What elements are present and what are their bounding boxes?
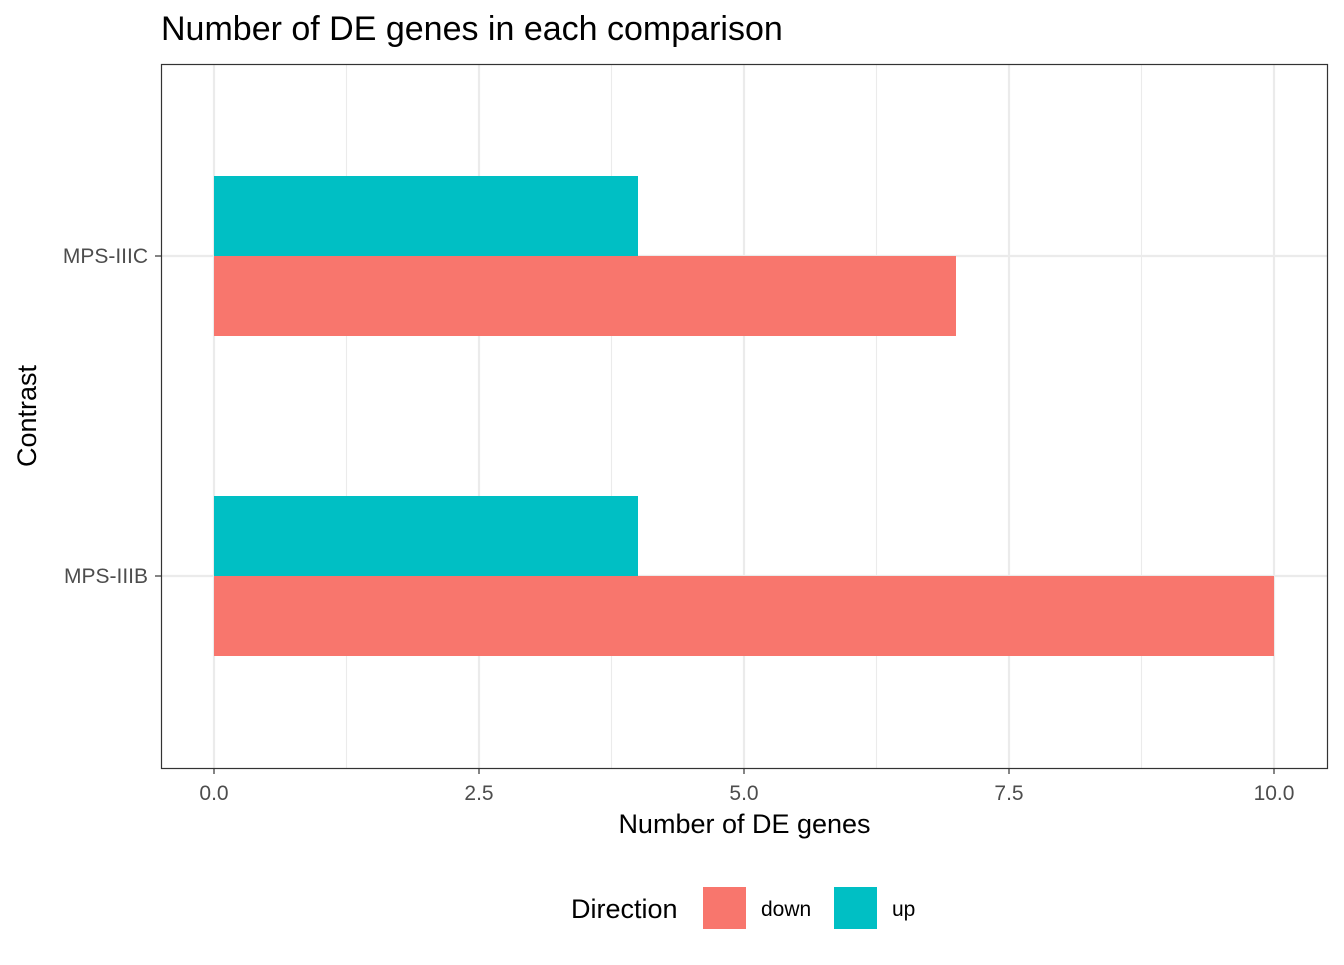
x-tick-label: 5.0 [729, 782, 758, 805]
legend-title: Direction [571, 894, 678, 924]
y-tick-label: MPS-IIIB [64, 565, 148, 588]
chart-title: Number of DE genes in each comparison [161, 10, 783, 48]
legend: Direction down up [571, 887, 915, 929]
x-tick-label: 2.5 [464, 782, 493, 805]
legend-key-up [834, 887, 877, 929]
x-tick-label: 7.5 [994, 782, 1023, 805]
x-tick-label: 10.0 [1254, 782, 1295, 805]
bar-up-MPS-IIIC [214, 176, 638, 256]
bar-down-MPS-IIIC [214, 256, 956, 336]
legend-label-down: down [761, 898, 811, 921]
y-tick-label: MPS-IIIC [63, 245, 148, 268]
bar-up-MPS-IIIB [214, 496, 638, 576]
bar-down-MPS-IIIB [214, 576, 1274, 656]
bars [214, 176, 1274, 656]
x-tick-label: 0.0 [199, 782, 228, 805]
x-axis: 0.0 2.5 5.0 7.5 10.0 [199, 768, 1294, 805]
legend-key-down [703, 887, 746, 929]
y-axis: MPS-IIIB MPS-IIIC [63, 245, 161, 588]
x-axis-title: Number of DE genes [618, 809, 870, 839]
legend-label-up: up [892, 898, 915, 921]
y-axis-title: Contrast [12, 364, 42, 467]
